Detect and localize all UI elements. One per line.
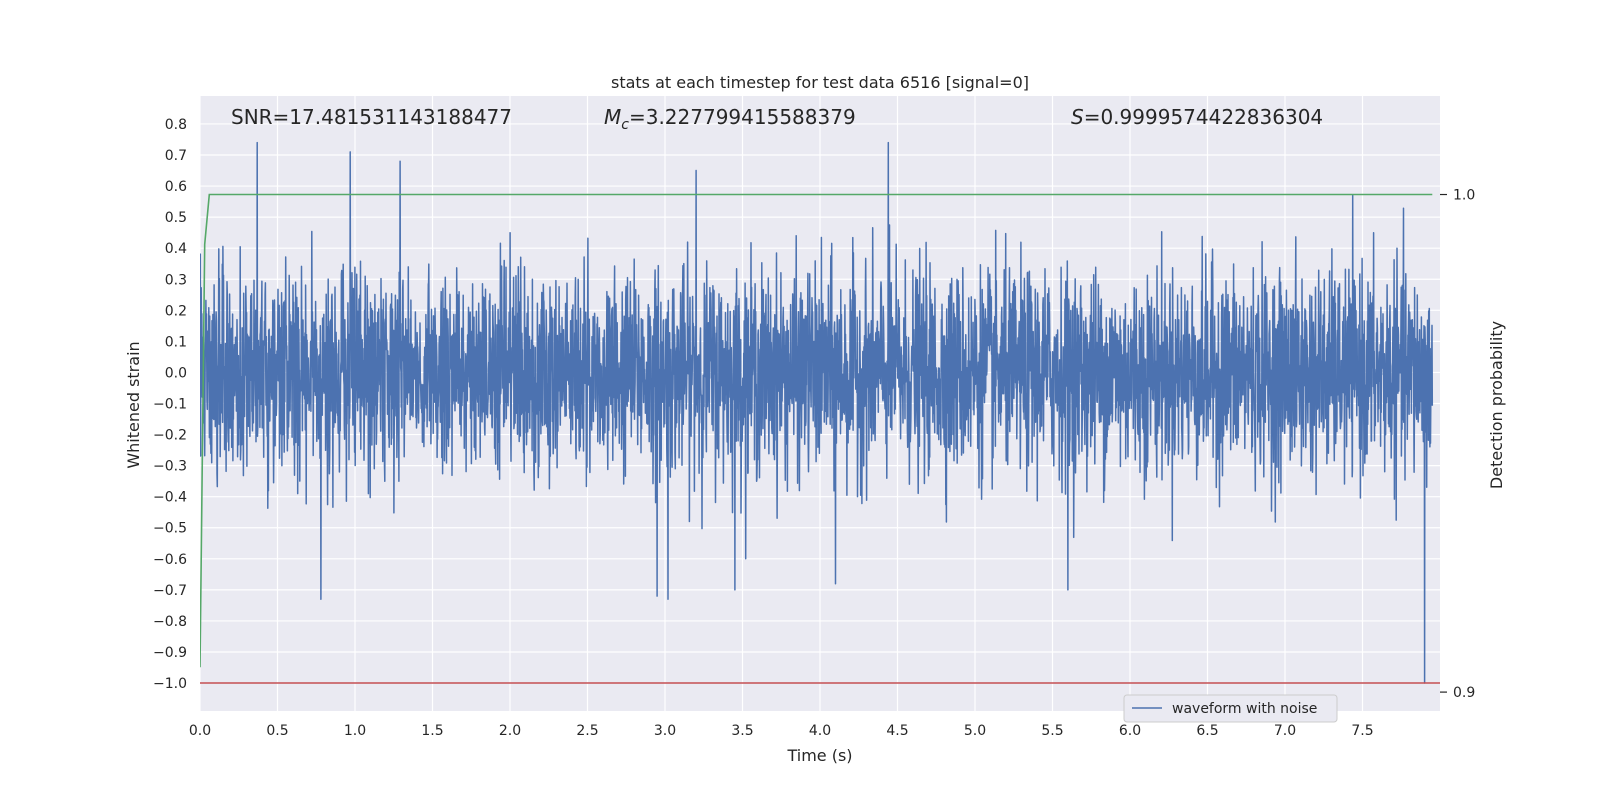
mc-value: =3.227799415588379 xyxy=(629,105,856,129)
y-tick-label: −0.5 xyxy=(153,521,187,537)
x-tick-label: 4.5 xyxy=(886,723,908,739)
y-axis-label: Whitened strain xyxy=(124,341,143,468)
x-tick-label: 2.0 xyxy=(499,723,521,739)
x-tick-label: 3.0 xyxy=(654,723,676,739)
detection-probability-line xyxy=(200,193,1433,668)
x-tick-label: 1.5 xyxy=(421,723,443,739)
mc-subscript: c xyxy=(621,117,629,133)
waveform-series-line xyxy=(200,141,1434,684)
x-tick-label: 5.5 xyxy=(1041,723,1063,739)
y-tick-label: 0.4 xyxy=(165,241,187,257)
legend-label: waveform with noise xyxy=(1172,701,1317,717)
x-tick-label: 1.0 xyxy=(344,723,366,739)
mc-symbol: M xyxy=(604,105,621,129)
y-tick-label: −0.1 xyxy=(153,397,187,413)
y2-axis-ticks: 1.0 0.9 xyxy=(1440,188,1475,701)
y-tick-label: 0.1 xyxy=(165,334,187,350)
y2-axis-label: Detection probability xyxy=(1487,321,1506,489)
y2-tick-label: 1.0 xyxy=(1453,188,1475,204)
y-tick-label: 0.3 xyxy=(165,272,187,288)
y2-tick-label: 0.9 xyxy=(1453,685,1475,701)
y-tick-label: 0.5 xyxy=(165,210,187,226)
x-tick-label: 6.5 xyxy=(1196,723,1218,739)
x-tick-label: 0.5 xyxy=(266,723,288,739)
x-tick-label: 7.5 xyxy=(1351,723,1373,739)
snr-annotation: SNR=17.481531143188477 xyxy=(231,105,512,129)
s-annotation: S=0.9999574422836304 xyxy=(1071,105,1323,129)
legend-box xyxy=(1123,694,1338,723)
x-tick-label: 7.0 xyxy=(1274,723,1296,739)
y-tick-label: −0.4 xyxy=(153,490,187,506)
y-tick-label: −0.8 xyxy=(153,614,187,630)
legend: waveform with noise xyxy=(1123,694,1338,723)
y-tick-label: −0.2 xyxy=(153,428,187,444)
s-symbol: S xyxy=(1071,105,1084,129)
y-axis-ticks: 0.8 0.7 0.6 0.5 0.4 0.3 0.2 0.1 0.0 −0.1 −0.2 −0.3 −… xyxy=(153,117,187,692)
x-tick-label: 0.0 xyxy=(189,723,211,739)
x-tick-label: 4.0 xyxy=(809,723,831,739)
y-tick-label: 0.8 xyxy=(165,117,187,133)
y-tick-label: 0.2 xyxy=(165,303,187,319)
s-value: =0.9999574422836304 xyxy=(1084,105,1323,129)
y-tick-label: −0.7 xyxy=(153,583,187,599)
x-tick-label: 6.0 xyxy=(1119,723,1141,739)
y-tick-label: 0.7 xyxy=(165,148,187,164)
plot-area xyxy=(200,141,1440,684)
y-tick-label: −0.3 xyxy=(153,459,187,475)
x-axis-ticks: 0.0 0.5 1.0 1.5 2.0 2.5 3.0 3.5 4.0 4.5 5.0 5.5 6.0 6… xyxy=(189,723,1374,739)
x-tick-label: 2.5 xyxy=(576,723,598,739)
y-tick-label: −0.6 xyxy=(153,552,187,568)
y-tick-label: −1.0 xyxy=(153,676,187,692)
y-tick-label: 0.6 xyxy=(165,179,187,195)
x-tick-label: 5.0 xyxy=(964,723,986,739)
y-tick-label: 0.0 xyxy=(165,365,187,381)
y-tick-label: −0.9 xyxy=(153,645,187,661)
chart-title: stats at each timestep for test data 651… xyxy=(611,73,1029,92)
x-tick-label: 3.5 xyxy=(731,723,753,739)
x-axis-label: Time (s) xyxy=(786,746,852,765)
chirp-mass-annotation: Mc=3.227799415588379 xyxy=(604,105,856,133)
